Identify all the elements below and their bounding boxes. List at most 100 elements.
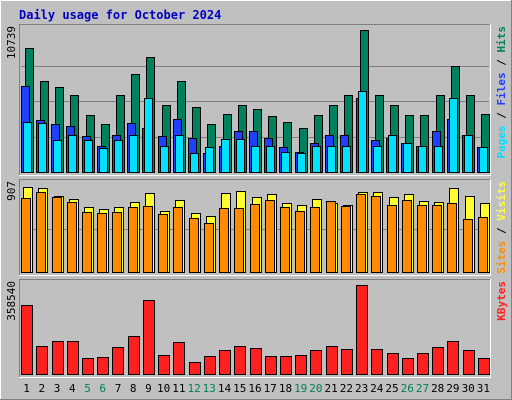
bar-hits-pages-31 — [479, 147, 488, 173]
x-label-2: 2 — [38, 382, 45, 395]
y-max-label-visits: 907 — [5, 181, 18, 201]
x-label-14: 14 — [218, 382, 232, 395]
legend-hits: Hits — [495, 26, 508, 53]
x-axis-labels: 1 2 3 4 5 6 7 8 9 10 11 12 13 14 15 16 17 18 19 20 21 22 23 24 2… — [23, 382, 490, 395]
legend-visits: Sites / Visits — [495, 181, 508, 274]
bar-kbytes-kbytes-17 — [265, 356, 277, 375]
x-label-17: 17 — [264, 382, 277, 395]
x-label-21: 21 — [324, 382, 337, 395]
panel-hits: 10739 Pages / Files / Hits — [5, 24, 508, 176]
x-label-25: 25 — [385, 382, 398, 395]
x-label-20: 20 — [309, 382, 322, 395]
bar-hits-pages-19 — [297, 153, 306, 173]
x-label-19: 19 — [294, 382, 307, 395]
panel-kbytes: 358540 KBytes — [5, 279, 508, 378]
bar-hits-pages-13 — [205, 147, 214, 173]
legend-visits: Visits — [495, 181, 508, 221]
bar-visits-sites-27 — [417, 205, 427, 273]
x-label-11: 11 — [172, 382, 185, 395]
bar-kbytes-kbytes-21 — [326, 346, 338, 375]
x-label-27: 27 — [416, 382, 429, 395]
bar-kbytes-kbytes-7 — [112, 347, 124, 375]
bar-kbytes-kbytes-9 — [143, 300, 155, 375]
y-max-label-kbytes: 358540 — [5, 281, 18, 321]
legend-hits: Pages / Files / Hits — [495, 26, 508, 159]
bar-visits-sites-29 — [447, 203, 457, 273]
x-label-28: 28 — [431, 382, 444, 395]
bar-hits-pages-17 — [266, 146, 275, 173]
bar-visits-sites-7 — [112, 212, 122, 273]
bar-kbytes-kbytes-24 — [371, 349, 383, 375]
bar-visits-sites-10 — [158, 214, 168, 273]
x-label-26: 26 — [401, 382, 414, 395]
bar-hits-pages-14 — [221, 139, 230, 173]
bar-kbytes-kbytes-8 — [128, 336, 140, 375]
bar-visits-sites-6 — [97, 213, 107, 273]
bar-hits-pages-10 — [160, 146, 169, 173]
bar-kbytes-kbytes-18 — [280, 356, 292, 375]
bar-visits-sites-23 — [356, 194, 366, 273]
x-label-7: 7 — [115, 382, 122, 395]
bar-visits-sites-25 — [387, 205, 397, 273]
bar-visits-sites-24 — [371, 196, 381, 273]
bar-visits-sites-26 — [402, 200, 412, 273]
bar-hits-pages-11 — [175, 135, 184, 173]
bar-visits-sites-8 — [128, 207, 138, 273]
x-label-5: 5 — [84, 382, 91, 395]
bar-kbytes-kbytes-15 — [234, 346, 246, 375]
bar-hits-pages-3 — [53, 140, 62, 173]
x-label-9: 9 — [145, 382, 152, 395]
bar-visits-sites-11 — [173, 207, 183, 273]
bar-kbytes-kbytes-28 — [432, 347, 444, 375]
bar-hits-pages-29 — [449, 98, 458, 173]
legend-separator: / — [495, 106, 508, 126]
bar-hits-pages-30 — [464, 135, 473, 173]
bar-hits-pages-5 — [84, 140, 93, 173]
legend-separator: / — [495, 53, 508, 73]
chart-title: Daily usage for October 2024 — [19, 8, 221, 22]
bar-hits-pages-7 — [114, 140, 123, 173]
x-label-16: 16 — [248, 382, 261, 395]
bar-visits-sites-13 — [204, 223, 214, 273]
bar-kbytes-kbytes-31 — [478, 358, 490, 375]
bar-kbytes-kbytes-4 — [67, 341, 79, 375]
panel-visits: 907 Sites / Visits — [5, 179, 508, 276]
panels: 10739 Pages / Files / Hits 907 Sites / Visi… — [5, 24, 508, 378]
x-label-24: 24 — [370, 382, 384, 395]
bar-hits-pages-16 — [251, 146, 260, 173]
bar-visits-sites-30 — [463, 219, 473, 273]
bar-hits-pages-12 — [190, 153, 199, 173]
bar-kbytes-kbytes-2 — [36, 346, 48, 375]
bar-visits-sites-4 — [67, 202, 77, 273]
bar-kbytes-kbytes-23 — [356, 285, 368, 375]
bar-hits-pages-8 — [129, 135, 138, 173]
x-label-4: 4 — [69, 382, 76, 395]
bar-visits-sites-3 — [52, 197, 62, 273]
legend-files: Files — [495, 72, 508, 105]
bar-visits-sites-17 — [265, 200, 275, 273]
bar-visits-sites-31 — [478, 217, 488, 273]
bar-hits-pages-27 — [418, 146, 427, 173]
bar-kbytes-kbytes-1 — [21, 305, 33, 375]
bar-hits-pages-21 — [327, 146, 336, 173]
x-label-6: 6 — [99, 382, 106, 395]
bar-hits-pages-1 — [23, 122, 32, 173]
bar-visits-sites-14 — [219, 208, 229, 273]
bar-kbytes-kbytes-12 — [189, 362, 201, 375]
legend-pages: Pages — [495, 125, 508, 158]
x-label-31: 31 — [477, 382, 490, 395]
bar-hits-pages-22 — [342, 146, 351, 173]
legend-kbytes: KBytes — [495, 281, 508, 321]
bar-kbytes-kbytes-10 — [158, 355, 170, 375]
x-label-29: 29 — [446, 382, 459, 395]
bar-visits-sites-1 — [21, 198, 31, 273]
bar-hits-pages-2 — [38, 123, 47, 173]
legend-sites: Sites — [495, 241, 508, 274]
legend-kbytes: KBytes — [495, 281, 508, 321]
bar-hits-pages-24 — [373, 146, 382, 173]
bar-visits-sites-5 — [82, 212, 92, 273]
bar-kbytes-kbytes-22 — [341, 349, 353, 375]
bar-kbytes-kbytes-27 — [417, 353, 429, 375]
x-label-30: 30 — [462, 382, 475, 395]
